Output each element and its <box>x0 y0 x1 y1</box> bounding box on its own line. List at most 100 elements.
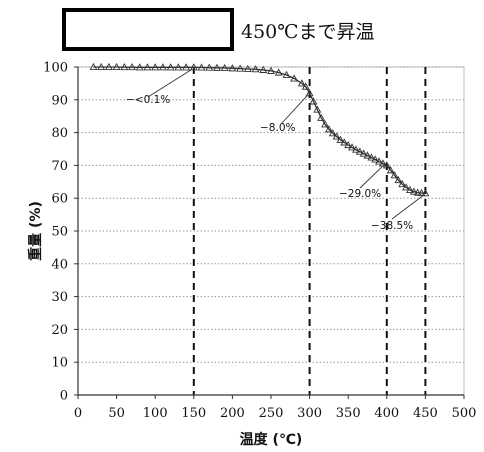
data-point <box>182 63 191 71</box>
annotations: −<0.1% −8.0% −29.0% −38.5% <box>126 68 424 232</box>
annotation-label: −8.0% <box>260 122 295 134</box>
x-axis-label: 温度 (℃) <box>240 431 303 448</box>
data-point <box>382 161 391 169</box>
y-tick-label-60: 60 <box>51 192 68 207</box>
data-point <box>151 63 160 71</box>
annotation-leader <box>147 68 193 98</box>
y-tick-label-30: 30 <box>51 290 68 305</box>
data-point <box>405 185 414 194</box>
x-tick-label-250: 250 <box>259 406 284 421</box>
data-point <box>390 171 399 179</box>
data-point <box>89 62 98 71</box>
data-point <box>340 138 349 146</box>
y-tick-label-0: 0 <box>60 389 68 404</box>
annotation-leader <box>281 94 308 124</box>
data-point <box>259 65 268 73</box>
data-point <box>386 166 395 174</box>
data-point <box>174 63 183 71</box>
annotation-leader <box>391 194 424 220</box>
x-tick-label-100: 100 <box>143 406 168 421</box>
y-tick-label-50: 50 <box>51 225 68 240</box>
data-point <box>274 68 283 76</box>
x-tick-label-300: 300 <box>297 406 322 421</box>
data-point <box>321 120 330 128</box>
data-point <box>317 113 326 121</box>
data-point <box>344 140 353 149</box>
data-point <box>297 79 306 87</box>
data-point <box>189 63 198 71</box>
data-point <box>128 63 137 71</box>
data-point <box>309 97 318 105</box>
data-point <box>212 63 221 71</box>
annotation-label: −38.5% <box>371 220 413 232</box>
data-point <box>363 151 372 159</box>
data-point <box>158 63 167 71</box>
data-point <box>421 189 430 197</box>
data-point <box>367 153 376 161</box>
x-tick-label-500: 500 <box>452 406 477 421</box>
data-point <box>228 64 237 72</box>
data-point <box>220 63 229 71</box>
data-point <box>112 62 121 71</box>
data-point <box>398 179 407 188</box>
data-point <box>313 105 322 113</box>
data-point <box>243 64 252 72</box>
annotation-label: −<0.1% <box>126 94 170 106</box>
x-tick-label-0: 0 <box>74 406 82 421</box>
data-point <box>351 145 360 153</box>
data-point <box>267 66 275 74</box>
data-point <box>97 62 106 71</box>
data-point <box>402 183 411 191</box>
data-point <box>409 187 418 195</box>
data-point <box>236 64 245 72</box>
x-tick-label-200: 200 <box>220 406 245 421</box>
header-blank-box <box>62 8 234 51</box>
data-point <box>348 143 357 151</box>
x-tick-label-150: 150 <box>181 406 206 421</box>
header-text: 450℃まで昇温 <box>241 21 375 43</box>
x-tick-label-450: 450 <box>413 406 438 421</box>
grid-lines <box>78 66 464 363</box>
y-tick-label-40: 40 <box>51 257 68 272</box>
y-tick-label-70: 70 <box>51 159 68 174</box>
data-point <box>104 62 113 71</box>
data-point <box>166 63 175 71</box>
series-weight <box>89 62 430 197</box>
data-point <box>290 74 299 82</box>
axes <box>74 66 465 399</box>
data-point <box>355 147 364 155</box>
x-tick-label-50: 50 <box>108 406 125 421</box>
data-point <box>301 82 310 90</box>
data-point <box>282 70 291 78</box>
y-tick-label-90: 90 <box>51 93 68 108</box>
x-tick-labels: 0 50 100 150 200 250 300 350 400 450 500 <box>74 406 477 421</box>
data-point <box>417 188 426 196</box>
data-point <box>120 63 129 71</box>
data-point <box>413 188 422 196</box>
data-point <box>336 135 345 143</box>
x-tick-label-350: 350 <box>336 406 361 421</box>
y-tick-label-10: 10 <box>51 356 68 371</box>
annotation-leader <box>359 163 386 189</box>
data-point <box>332 132 341 140</box>
annotation-label: −29.0% <box>339 188 381 200</box>
y-tick-label-20: 20 <box>51 323 68 338</box>
data-point <box>359 149 368 157</box>
data-point <box>375 157 384 165</box>
data-point <box>135 63 144 71</box>
x-tick-label-400: 400 <box>374 406 399 421</box>
y-tick-label-80: 80 <box>51 126 68 141</box>
data-point <box>305 89 314 97</box>
y-axis-label: 重量 (%) <box>27 201 44 261</box>
data-point <box>205 63 214 71</box>
data-point <box>371 155 380 163</box>
reference-vlines <box>192 67 427 395</box>
y-tick-label-100: 100 <box>43 61 68 76</box>
data-point <box>328 129 337 137</box>
y-tick-labels: 0 10 20 30 40 50 60 70 80 90 100 <box>43 61 68 404</box>
data-point <box>143 63 152 71</box>
data-point <box>324 125 333 133</box>
data-point <box>197 63 206 71</box>
data-point <box>394 176 403 184</box>
